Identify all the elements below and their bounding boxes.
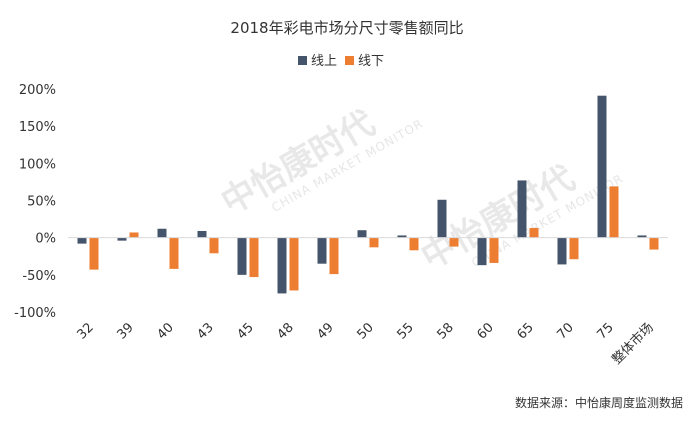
legend-label-online: 线上: [311, 54, 337, 69]
bar-offline-40: [169, 237, 179, 269]
bar-offline-75: [609, 186, 619, 238]
bar-offline-65: [529, 228, 539, 238]
y-tick-label: 150%: [19, 120, 56, 135]
bar-offline-32: [89, 237, 99, 270]
bar-online-58: [437, 199, 447, 238]
bar-offline-45: [249, 237, 259, 278]
bar-offline-整体市场: [649, 237, 659, 250]
bar-offline-60: [489, 237, 499, 263]
legend-swatch-online: [298, 56, 307, 65]
chart-title: 2018年彩电市场分尺寸零售额同比: [230, 19, 463, 37]
source-note: 数据来源：中怡康周度监测数据: [515, 395, 683, 410]
bar-online-60: [477, 237, 487, 266]
bar-online-32: [77, 237, 87, 244]
y-axis: 200% 150% 100% 50% 0% -50% -100%: [14, 83, 56, 321]
legend: 线上 线下: [298, 54, 384, 69]
x-tick-label: 75: [595, 320, 617, 342]
bar-online-40: [157, 228, 167, 238]
x-tick-label: 65: [515, 320, 537, 342]
x-tick-label: 整体市场: [609, 320, 657, 368]
bar-online-43: [197, 230, 207, 238]
x-tick-label: 58: [435, 320, 457, 342]
bar-online-49: [317, 237, 327, 264]
x-tick-label: 32: [75, 320, 97, 342]
bars: [77, 95, 659, 294]
x-tick-label: 48: [275, 320, 297, 342]
y-tick-label: 50%: [27, 195, 56, 210]
bar-offline-58: [449, 237, 459, 247]
y-tick-label: 200%: [19, 83, 56, 98]
x-tick-label: 39: [115, 320, 137, 342]
bar-offline-43: [209, 237, 219, 254]
bar-online-70: [557, 237, 567, 265]
y-tick-label: -100%: [14, 306, 56, 321]
bar-offline-49: [329, 237, 339, 275]
y-tick-label: 0%: [35, 232, 56, 247]
bar-online-55: [397, 235, 407, 238]
x-tick-label: 50: [355, 320, 377, 342]
bar-online-45: [237, 237, 247, 275]
bar-online-39: [117, 237, 127, 241]
bar-online-75: [597, 95, 607, 238]
bar-offline-39: [129, 232, 139, 238]
bar-offline-70: [569, 237, 579, 260]
bar-offline-50: [369, 237, 379, 248]
legend-swatch-offline: [345, 56, 354, 65]
bar-offline-48: [289, 237, 299, 291]
legend-label-offline: 线下: [358, 54, 384, 69]
bar-online-65: [517, 180, 527, 238]
bar-offline-55: [409, 237, 419, 251]
y-tick-label: 100%: [19, 157, 56, 172]
x-tick-label: 43: [195, 320, 217, 342]
bar-online-整体市场: [637, 235, 647, 238]
x-tick-label: 45: [235, 320, 257, 342]
x-tick-label: 60: [475, 320, 497, 342]
x-tick-label: 49: [315, 320, 337, 342]
bar-online-50: [357, 230, 367, 238]
x-tick-label: 55: [395, 320, 417, 342]
y-tick-label: -50%: [22, 269, 56, 284]
x-tick-label: 70: [555, 320, 577, 342]
x-tick-label: 40: [155, 320, 177, 342]
bar-online-48: [277, 237, 287, 294]
